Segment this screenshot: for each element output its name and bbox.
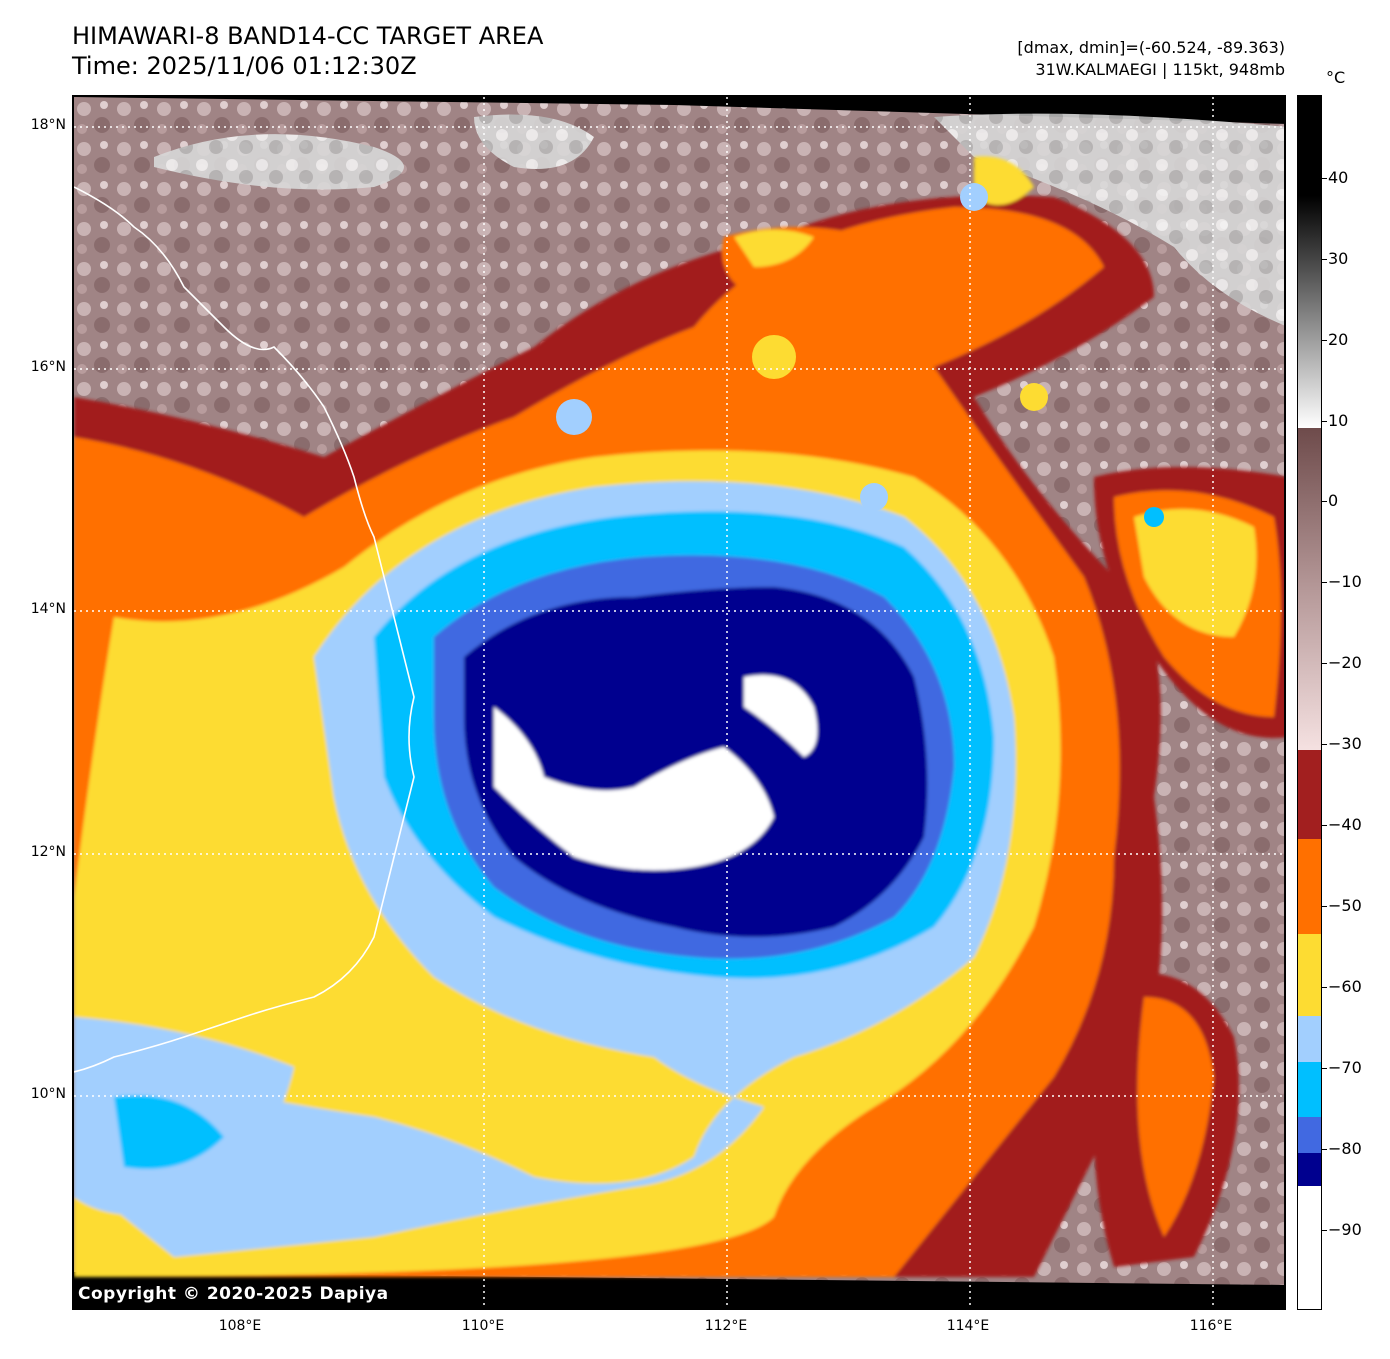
colorbar-tick-minus10: −10: [1328, 572, 1362, 591]
lon-label-108e: 108°E: [218, 1318, 262, 1334]
lon-label-112e: 112°E: [704, 1318, 748, 1334]
lon-label-110e: 110°E: [461, 1318, 505, 1334]
lat-label-18n: 18°N: [30, 117, 66, 133]
colorbar: [1297, 95, 1322, 1310]
satellite-imagery: [74, 97, 1284, 1308]
satellite-map[interactable]: [72, 95, 1286, 1310]
copyright-notice: Copyright © 2020-2025 Dapiya: [78, 1284, 389, 1304]
lat-label-16n: 16°N: [30, 359, 66, 375]
colorbar-tick-minus40: −40: [1328, 815, 1362, 834]
colorbar-tick-minus20: −20: [1328, 653, 1362, 672]
colorbar-tick-20: 20: [1328, 330, 1349, 349]
colorbar-tick-0: 0: [1328, 491, 1339, 510]
lon-label-116e: 116°E: [1189, 1318, 1233, 1334]
lat-label-10n: 10°N: [30, 1086, 66, 1102]
colorbar-tick-10: 10: [1328, 411, 1349, 430]
colorbar-tick-minus30: −30: [1328, 734, 1362, 753]
coastline: [74, 186, 415, 1073]
colorbar-tick-minus80: −80: [1328, 1139, 1362, 1158]
colorbar-unit: °C: [1326, 68, 1346, 87]
storm-info: 31W.KALMAEGI | 115kt, 948mb: [1035, 60, 1285, 79]
colorbar-tick-minus90: −90: [1328, 1220, 1362, 1239]
dmax-dmin-readout: [dmax, dmin]=(-60.524, -89.363): [1017, 38, 1285, 57]
lat-label-14n: 14°N: [30, 601, 66, 617]
colorbar-tick-30: 30: [1328, 249, 1349, 268]
colorbar-tick-minus50: −50: [1328, 896, 1362, 915]
lon-label-114e: 114°E: [946, 1318, 990, 1334]
colorbar-gradient: [1298, 96, 1321, 1309]
graticule: [74, 97, 1284, 1308]
colorbar-tick-minus70: −70: [1328, 1058, 1362, 1077]
colorbar-tick-40: 40: [1328, 168, 1349, 187]
colorbar-tick-minus60: −60: [1328, 977, 1362, 996]
map-title: HIMAWARI-8 BAND14-CC TARGET AREA: [72, 22, 544, 50]
map-time: Time: 2025/11/06 01:12:30Z: [72, 52, 417, 80]
lat-label-12n: 12°N: [30, 844, 66, 860]
